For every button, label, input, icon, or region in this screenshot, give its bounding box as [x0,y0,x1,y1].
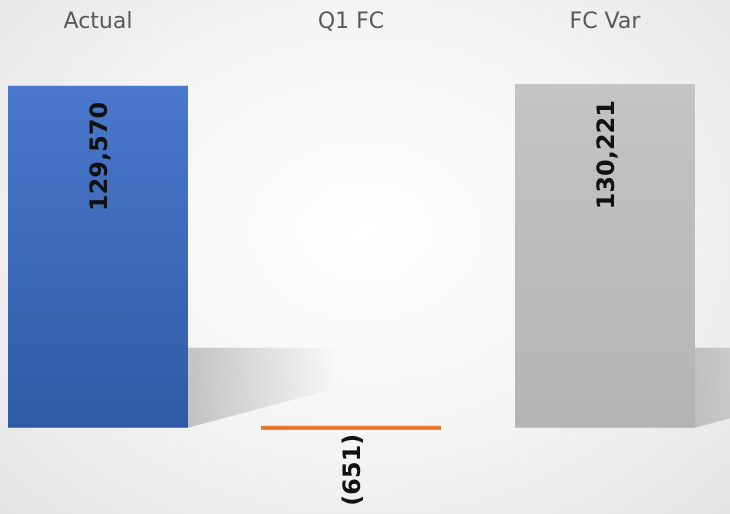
bar-shadow-actual [188,347,338,428]
category-label-actual: Actual [64,9,133,34]
category-labels: Actual Q1 FC FC Var [64,9,642,34]
bars-group [8,84,695,430]
bar-shadow-fc-var [695,347,730,428]
data-label-actual: 129,570 [85,102,113,211]
data-label-fc-var: 130,221 [592,100,620,209]
bar-shadows [188,347,730,428]
bar-fc-var [515,84,695,428]
category-label-fc-var: FC Var [570,9,642,34]
bar-q1-fc [261,425,441,430]
data-label-q1-fc: (651) [338,434,366,506]
bar-actual [8,85,188,428]
data-labels: 129,570 (651) 130,221 [85,100,620,506]
category-label-q1-fc: Q1 FC [318,9,384,34]
